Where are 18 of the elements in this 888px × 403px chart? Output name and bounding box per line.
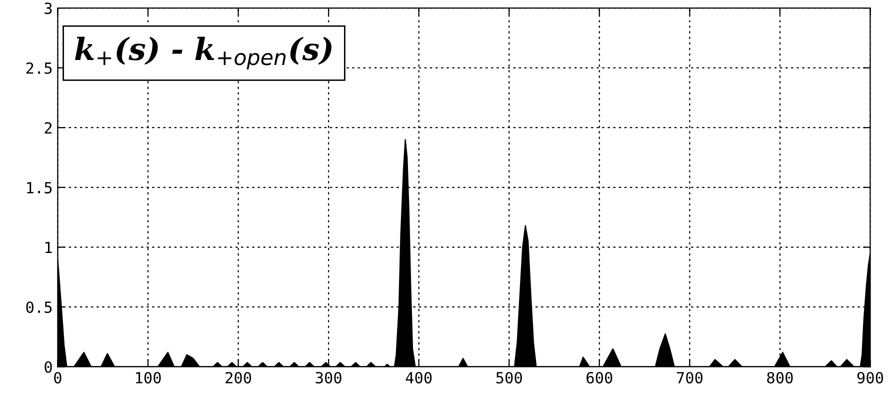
- y-tick-label: 0.5: [26, 301, 52, 314]
- x-tick-label: 900: [857, 372, 884, 384]
- x-tick-label: 400: [406, 372, 432, 384]
- x-tick-label: 700: [676, 372, 702, 384]
- x-tick-label: 300: [316, 372, 342, 384]
- y-tick-label: 3: [44, 2, 52, 14]
- y-tick-label: 1.5: [27, 182, 52, 194]
- x-tick-label: 0: [54, 372, 62, 384]
- y-tick-label: 2: [44, 122, 52, 134]
- y-tick-label: 2.5: [26, 62, 52, 74]
- x-tick-label: 200: [226, 372, 252, 384]
- y-tick-label: 0: [44, 361, 52, 373]
- y-tick-label: 1: [45, 242, 52, 254]
- x-tick-label: 100: [136, 372, 161, 384]
- annotation: k$_{+}$(s) - k$_{+open}$(s): [75, 36, 332, 70]
- x-tick-label: 500: [496, 372, 522, 384]
- x-tick-label: 800: [767, 372, 793, 384]
- x-tick-label: 600: [586, 372, 612, 384]
